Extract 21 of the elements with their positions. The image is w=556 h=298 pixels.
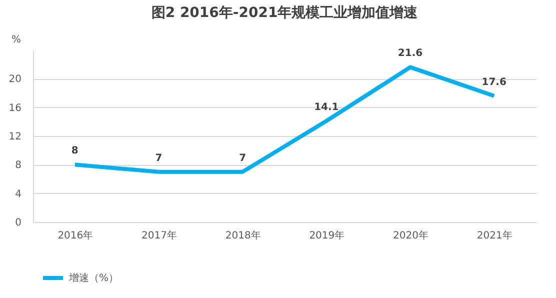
- y-tick-label: 4: [15, 188, 22, 200]
- y-tick-label: 12: [8, 132, 22, 142]
- y-tick-label: 16: [8, 102, 22, 114]
- x-tick-label: 2017年: [142, 230, 177, 242]
- data-label: 21.6: [398, 48, 423, 60]
- x-tick-label: 2020年: [393, 230, 428, 242]
- data-label: 14.1: [314, 102, 339, 113]
- data-label: 7: [155, 152, 162, 164]
- y-tick-label: 8: [15, 160, 22, 172]
- y-axis-title: %: [12, 34, 22, 46]
- chart-title: 图2 2016年-2021年规模工业增加值增速: [151, 5, 419, 21]
- x-tick-label: 2018年: [225, 230, 261, 242]
- data-label: 8: [71, 146, 78, 157]
- data-label: 17.6: [482, 76, 506, 88]
- x-tick-label: 2021年: [476, 230, 512, 242]
- x-tick-label: 2016年: [58, 230, 94, 242]
- y-tick-label: 0: [15, 218, 22, 228]
- y-tick-label: 20: [8, 74, 22, 86]
- legend-label: 增速（%）: [68, 272, 119, 284]
- x-tick-label: 2019年: [309, 230, 345, 242]
- data-label: 7: [239, 152, 246, 164]
